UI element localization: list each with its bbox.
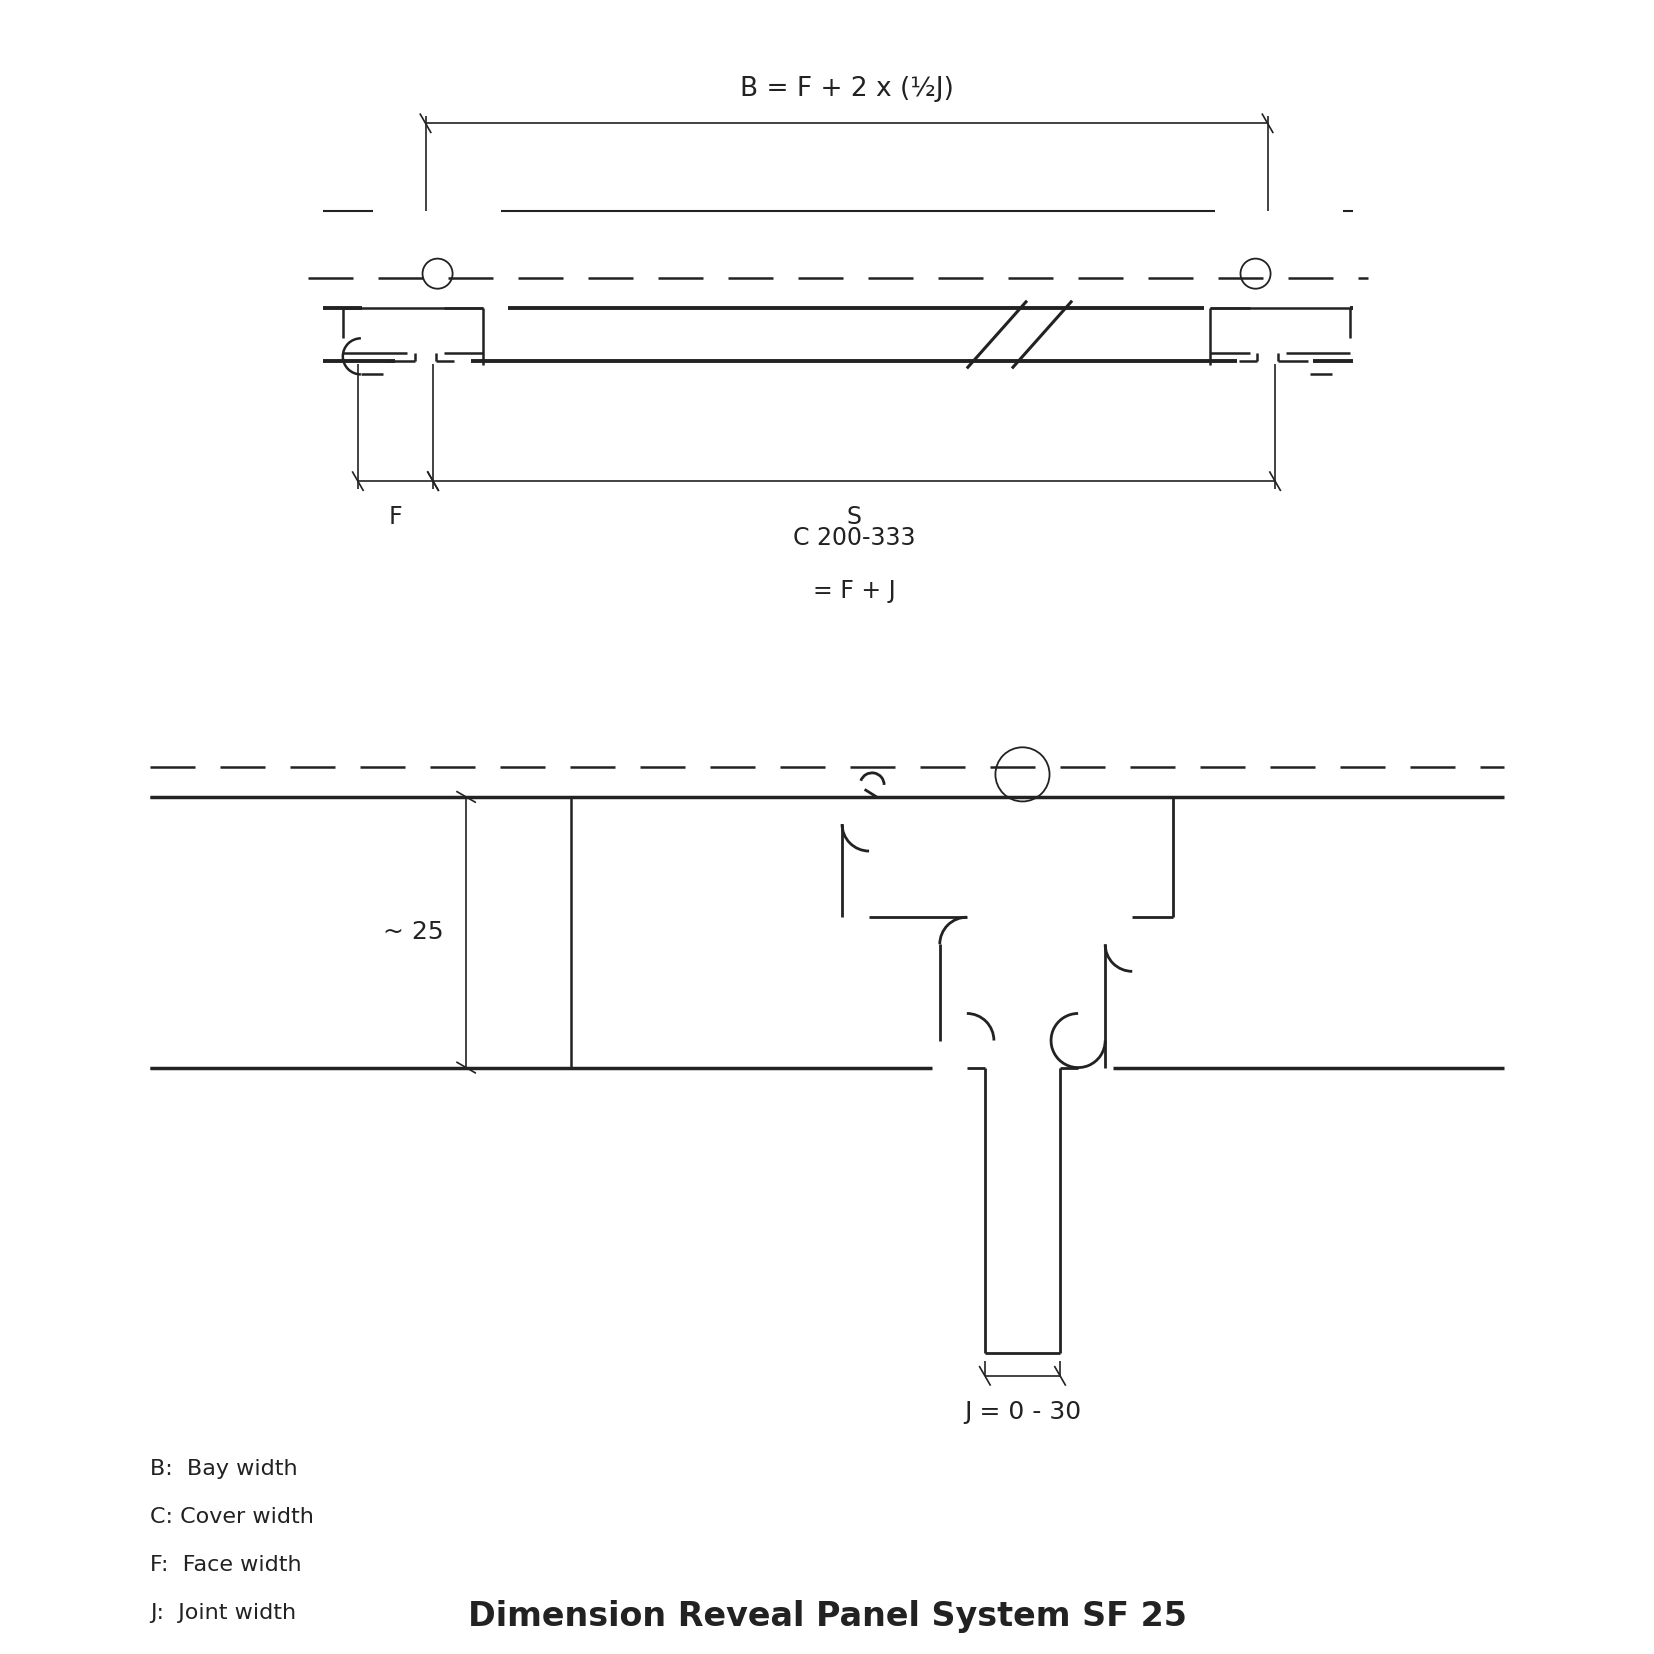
- Text: F: F: [389, 504, 402, 529]
- Text: ~ 25: ~ 25: [384, 920, 443, 944]
- Text: Dimension Reveal Panel System SF 25: Dimension Reveal Panel System SF 25: [468, 1599, 1186, 1632]
- Text: J:  Joint width: J: Joint width: [151, 1603, 296, 1623]
- Text: J = 0 - 30: J = 0 - 30: [964, 1399, 1082, 1424]
- Text: B = F + 2 x (½J): B = F + 2 x (½J): [739, 76, 953, 103]
- Text: B:  Bay width: B: Bay width: [151, 1459, 298, 1479]
- Text: S: S: [847, 504, 862, 529]
- Text: F:  Face width: F: Face width: [151, 1555, 303, 1575]
- Text: = F + J: = F + J: [812, 579, 895, 604]
- Text: C 200-333: C 200-333: [792, 526, 915, 551]
- Text: C: Cover width: C: Cover width: [151, 1507, 314, 1527]
